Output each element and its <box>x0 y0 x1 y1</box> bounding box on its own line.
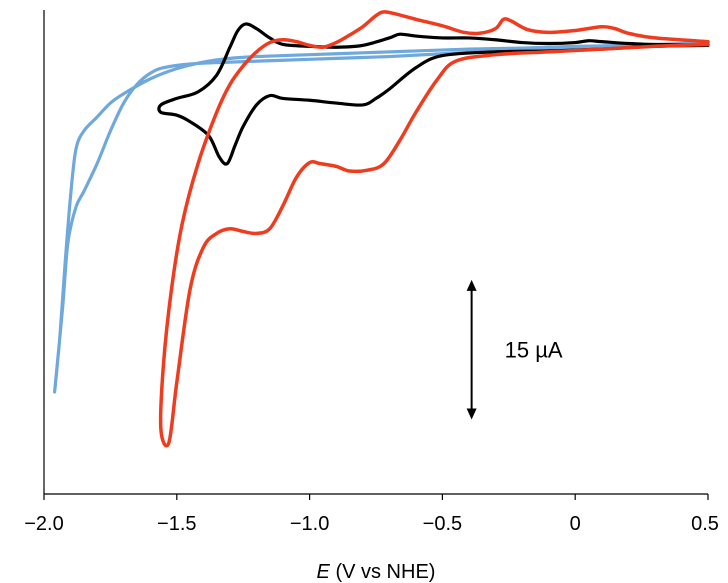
series-layer <box>53 10 710 448</box>
x-tick-label: −0.5 <box>423 513 462 535</box>
x-axis-label-unit: (V vs NHE) <box>330 561 436 583</box>
plot-area: −2.0 −1.5 −1.0 −0.5 0 0.5 <box>24 10 719 535</box>
x-axis-label-variable: E <box>317 561 331 583</box>
scale-bar-label: 15 µA <box>505 338 563 363</box>
x-tick-label: −1.5 <box>157 513 196 535</box>
x-tick-label: 0 <box>570 513 581 535</box>
x-axis-tick-labels: −2.0 −1.5 −1.0 −0.5 0 0.5 <box>24 513 719 535</box>
x-axis-label: E (V vs NHE) <box>317 561 436 583</box>
x-tick-label: −2.0 <box>24 513 63 535</box>
x-axis-ticks <box>43 494 709 500</box>
scale-bar-arrow-up-icon <box>466 279 477 291</box>
cv-trace-1 <box>53 40 710 394</box>
cv-trace-3 <box>158 10 710 448</box>
scale-bar-arrow-down-icon <box>466 408 477 420</box>
cv-trace-2 <box>157 22 710 166</box>
current-scale-bar: 15 µA <box>466 279 563 420</box>
x-tick-label: 0.5 <box>691 513 719 535</box>
x-tick-label: −1.0 <box>290 513 329 535</box>
